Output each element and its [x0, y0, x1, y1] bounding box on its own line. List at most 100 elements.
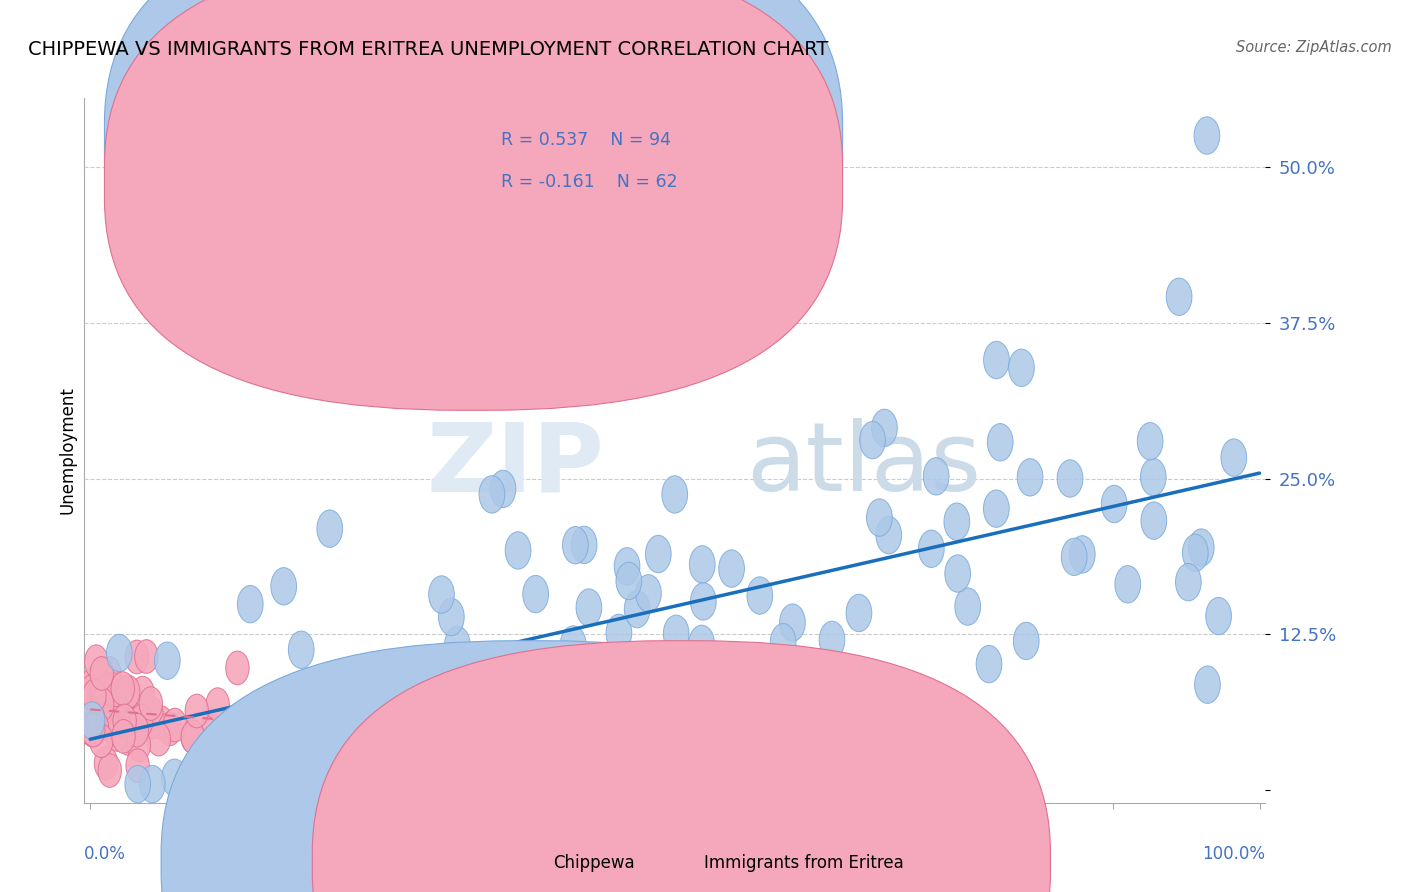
Ellipse shape	[876, 516, 901, 554]
Ellipse shape	[628, 304, 654, 342]
Ellipse shape	[129, 705, 153, 738]
Text: ZIP: ZIP	[426, 418, 605, 511]
Ellipse shape	[866, 499, 893, 536]
Ellipse shape	[347, 745, 373, 782]
Ellipse shape	[326, 731, 353, 769]
Ellipse shape	[872, 409, 897, 447]
Ellipse shape	[186, 694, 208, 728]
Ellipse shape	[90, 662, 112, 696]
Ellipse shape	[976, 646, 1002, 682]
Ellipse shape	[984, 342, 1010, 379]
Ellipse shape	[82, 713, 105, 747]
Ellipse shape	[217, 712, 240, 745]
Ellipse shape	[90, 688, 114, 721]
Ellipse shape	[846, 594, 872, 632]
Ellipse shape	[80, 680, 104, 714]
Text: 100.0%: 100.0%	[1202, 845, 1265, 863]
Ellipse shape	[201, 714, 224, 748]
FancyBboxPatch shape	[162, 640, 900, 892]
FancyBboxPatch shape	[104, 0, 842, 410]
Ellipse shape	[505, 532, 531, 569]
Ellipse shape	[139, 765, 165, 803]
FancyBboxPatch shape	[104, 0, 842, 368]
Ellipse shape	[233, 765, 259, 803]
Ellipse shape	[614, 548, 640, 585]
Ellipse shape	[82, 703, 104, 737]
Ellipse shape	[108, 679, 131, 713]
Ellipse shape	[121, 701, 143, 735]
Text: atlas: atlas	[745, 418, 981, 511]
Ellipse shape	[104, 673, 127, 706]
FancyBboxPatch shape	[433, 105, 775, 214]
Ellipse shape	[1101, 485, 1128, 523]
FancyBboxPatch shape	[312, 640, 1050, 892]
Ellipse shape	[107, 634, 132, 672]
Text: R = -0.161    N = 62: R = -0.161 N = 62	[502, 173, 678, 191]
Ellipse shape	[117, 722, 141, 756]
Ellipse shape	[907, 716, 932, 754]
Ellipse shape	[162, 759, 187, 797]
Ellipse shape	[415, 651, 440, 689]
Ellipse shape	[689, 625, 714, 663]
Ellipse shape	[987, 424, 1014, 461]
Ellipse shape	[1137, 423, 1163, 460]
Ellipse shape	[125, 640, 149, 673]
Ellipse shape	[288, 631, 314, 668]
Ellipse shape	[479, 475, 505, 513]
Ellipse shape	[1206, 598, 1232, 635]
Ellipse shape	[181, 720, 204, 754]
Ellipse shape	[624, 591, 650, 628]
Ellipse shape	[747, 577, 773, 615]
Ellipse shape	[353, 765, 378, 803]
Ellipse shape	[103, 697, 127, 730]
Ellipse shape	[94, 747, 118, 780]
Text: 0.0%: 0.0%	[84, 845, 127, 863]
Ellipse shape	[560, 626, 586, 664]
Ellipse shape	[157, 712, 181, 746]
Ellipse shape	[96, 678, 120, 712]
Ellipse shape	[90, 695, 114, 729]
Ellipse shape	[571, 526, 598, 564]
Text: Immigrants from Eritrea: Immigrants from Eritrea	[704, 855, 904, 872]
Ellipse shape	[127, 749, 149, 782]
Text: Source: ZipAtlas.com: Source: ZipAtlas.com	[1236, 40, 1392, 55]
Ellipse shape	[1175, 564, 1201, 601]
Ellipse shape	[945, 555, 970, 592]
Ellipse shape	[562, 667, 588, 705]
Ellipse shape	[664, 615, 689, 652]
Ellipse shape	[1014, 623, 1039, 660]
Ellipse shape	[90, 657, 114, 690]
Ellipse shape	[606, 615, 631, 651]
Ellipse shape	[117, 675, 139, 709]
Ellipse shape	[1017, 458, 1043, 496]
Ellipse shape	[97, 657, 121, 690]
Ellipse shape	[80, 675, 103, 708]
Ellipse shape	[690, 582, 716, 620]
Ellipse shape	[82, 714, 105, 747]
Ellipse shape	[139, 687, 163, 721]
Ellipse shape	[125, 714, 149, 747]
Ellipse shape	[1166, 278, 1192, 316]
Ellipse shape	[79, 702, 104, 739]
Ellipse shape	[1195, 666, 1220, 704]
Ellipse shape	[444, 626, 470, 664]
Ellipse shape	[139, 697, 163, 730]
Ellipse shape	[80, 682, 103, 716]
Ellipse shape	[439, 599, 464, 636]
Ellipse shape	[135, 640, 157, 673]
Ellipse shape	[1140, 458, 1166, 496]
Ellipse shape	[186, 765, 211, 803]
Ellipse shape	[523, 575, 548, 613]
Ellipse shape	[89, 706, 112, 740]
Ellipse shape	[98, 754, 121, 788]
Ellipse shape	[1062, 538, 1087, 575]
Ellipse shape	[97, 707, 120, 741]
Ellipse shape	[619, 765, 644, 803]
Ellipse shape	[429, 576, 454, 613]
Ellipse shape	[226, 651, 249, 685]
Ellipse shape	[111, 672, 135, 706]
Ellipse shape	[1115, 566, 1140, 603]
Ellipse shape	[576, 589, 602, 626]
Ellipse shape	[891, 673, 917, 711]
Ellipse shape	[770, 624, 796, 661]
